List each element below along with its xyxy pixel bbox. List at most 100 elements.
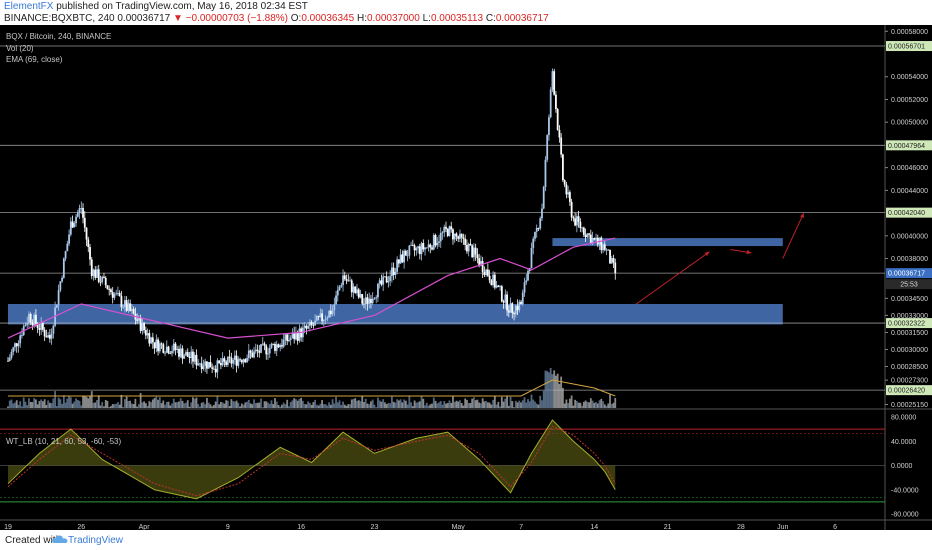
volume-bar [267, 402, 269, 408]
candle-body [127, 303, 130, 311]
candle-body [143, 322, 146, 331]
candle-body [436, 242, 439, 246]
volume-bar [19, 401, 22, 408]
volume-bar [548, 372, 550, 408]
volume-bar [171, 403, 173, 408]
volume-bar [288, 406, 290, 408]
chart-area[interactable]: 0.00058000 0.00056701 0.00054000 0.00052000… [0, 25, 932, 531]
candle-body [328, 310, 330, 318]
candle-body [181, 348, 184, 359]
candle-body [527, 270, 529, 281]
candle-body [293, 333, 296, 340]
volume-bar [216, 396, 219, 408]
candle-body [483, 272, 486, 275]
level-tag [886, 207, 932, 218]
arrow-head-2 [799, 213, 804, 219]
volume-bar [558, 383, 561, 408]
candle-body [158, 343, 161, 352]
volume-bar [188, 406, 191, 408]
volume-bar [586, 401, 589, 408]
volume-bar [38, 400, 41, 408]
candle-body [403, 250, 406, 263]
candle-body [256, 349, 259, 351]
volume-bar [54, 391, 57, 408]
ytick-label: 0.00054000 [891, 74, 928, 81]
volume-bar [71, 403, 74, 408]
candle-body [448, 226, 451, 236]
volume-bar [130, 403, 133, 408]
candle-body [124, 300, 126, 308]
candle-body [380, 280, 383, 285]
volume-bar [436, 403, 439, 408]
volume-bar [73, 401, 76, 408]
volume-bar [424, 405, 426, 408]
volume-bar [504, 398, 507, 408]
volume-bar [507, 405, 510, 408]
candle-body [329, 310, 332, 315]
volume-bar [535, 403, 538, 408]
xtick-label: 21 [664, 524, 672, 530]
volume-bar [328, 402, 330, 408]
tradingview-brand[interactable]: TradingView [68, 535, 124, 546]
countdown-tag [886, 279, 932, 290]
candle-body [172, 343, 175, 352]
candle-body [162, 344, 165, 353]
volume-bar [605, 405, 608, 408]
volume-bar [357, 400, 360, 408]
candle-body [90, 259, 93, 277]
last-price-tag [886, 268, 932, 279]
volume-bar [523, 397, 526, 408]
volume-bar [195, 397, 198, 408]
candle-body [321, 313, 323, 322]
candle-body [581, 227, 583, 229]
volume-bar [293, 398, 296, 408]
volume-bar [450, 402, 453, 408]
volume-bar [26, 405, 29, 408]
candle-body [289, 337, 292, 340]
candle-body [441, 232, 444, 234]
volume-bar [479, 403, 482, 408]
candle-body [64, 251, 67, 259]
volume-bar [162, 400, 165, 408]
candle-body [310, 321, 313, 326]
osc-ytick-label: 0.0000 [891, 463, 913, 470]
volume-bar [560, 376, 563, 408]
candle-body [118, 293, 121, 297]
candle-body [14, 343, 16, 348]
author-link[interactable]: ElementFX [4, 1, 54, 12]
candle-body [221, 358, 224, 366]
candle-body [396, 259, 399, 272]
candle-body [76, 212, 79, 217]
volume-bar [14, 402, 16, 408]
candle-body [247, 350, 250, 359]
candle-body [574, 218, 577, 226]
candle-body [562, 154, 564, 181]
volume-bar [87, 398, 90, 408]
candle-body [390, 267, 393, 277]
ytick-label: 0.00047964 [888, 143, 925, 150]
support-zone-0 [8, 304, 783, 325]
volume-bar [298, 398, 301, 408]
volume-bar [43, 399, 46, 408]
volume-bar [473, 397, 475, 408]
chart-svg[interactable]: 0.00058000 0.00056701 0.00054000 0.00052000… [0, 25, 932, 531]
candle-body [137, 317, 140, 321]
arrow-head-1 [746, 249, 752, 255]
volume-bar [481, 398, 484, 408]
volume-bar [352, 398, 355, 408]
candle-body [591, 238, 594, 244]
volume-bar [97, 395, 100, 408]
candle-body [385, 276, 388, 283]
candle-body [43, 329, 46, 337]
candle-body [406, 255, 409, 257]
ytick-label: 0.00056701 [888, 44, 925, 51]
volume-bar [146, 405, 149, 408]
volume-bar [411, 406, 414, 408]
high-label: H: [356, 13, 367, 24]
candle-body [535, 228, 538, 232]
candle-body [486, 269, 489, 276]
volume-bar [286, 399, 289, 408]
ema-line [7, 237, 616, 339]
candle-body [260, 344, 262, 353]
volume-bar [396, 399, 399, 408]
